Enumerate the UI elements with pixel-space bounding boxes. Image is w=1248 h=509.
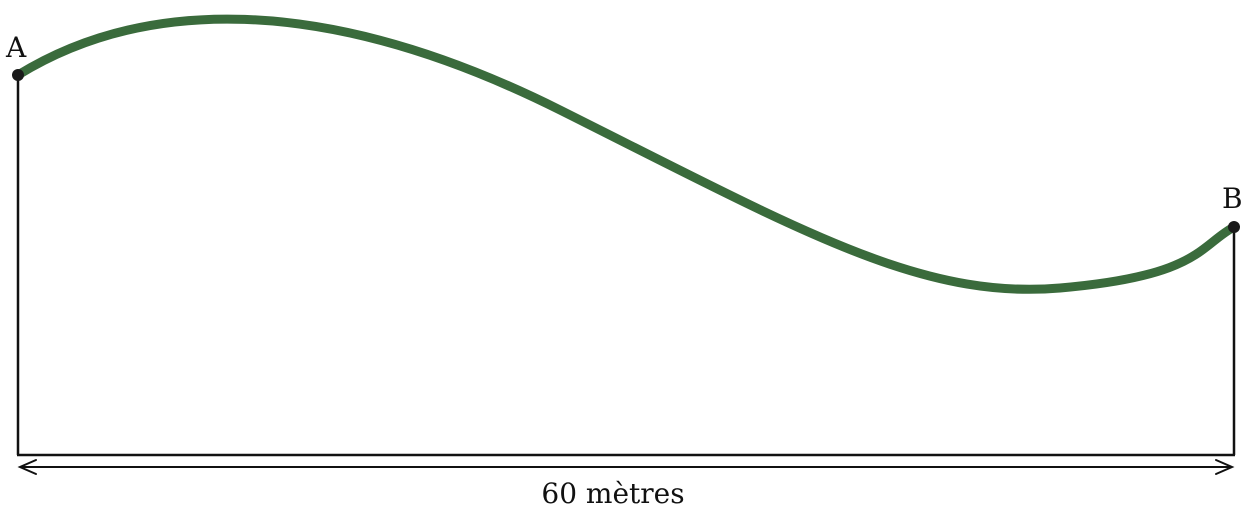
track-curve [13,14,1239,294]
dimension-label: 60 mètres [541,477,684,509]
arrow-right-head [1215,459,1235,475]
point-a-label: A [5,31,27,64]
point-b-label: B [1222,182,1243,215]
point-b-dot [1228,221,1240,233]
point-a-dot [12,69,24,81]
arrow-left-head [17,459,37,475]
